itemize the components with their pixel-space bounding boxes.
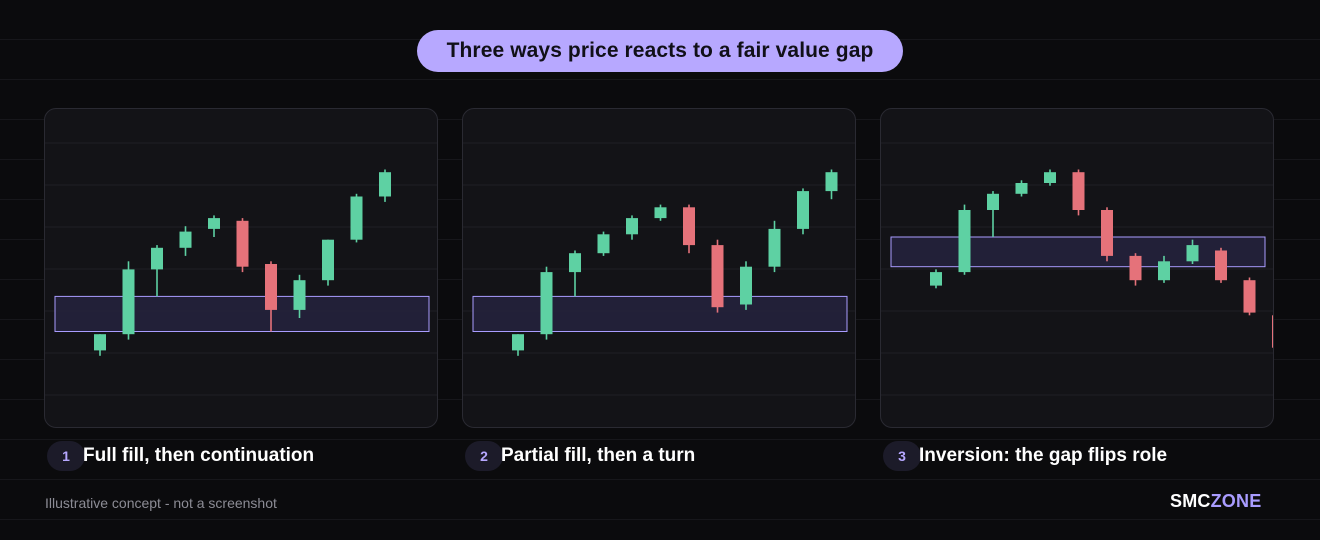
bullish-candle [654, 204, 667, 221]
bearish-candle [1101, 207, 1113, 262]
bullish-candle [540, 266, 553, 340]
candle-body [1044, 172, 1056, 183]
bullish-candle [94, 334, 106, 356]
bullish-candle [350, 193, 363, 243]
fair-value-gap-zone [472, 295, 848, 332]
bullish-candle [987, 191, 999, 237]
footer-disclaimer: Illustrative concept - not a screenshot [45, 495, 277, 511]
bearish-candle [683, 204, 695, 254]
candle-body [1158, 261, 1170, 281]
candle-body [1072, 172, 1085, 210]
candle-body [151, 247, 163, 270]
bearish-candle [236, 218, 249, 273]
fair-value-gap-zone [890, 236, 1266, 268]
caption-partial-fill: 2 Partial fill, then a turn [465, 440, 695, 472]
bullish-candle [825, 169, 838, 200]
bullish-candle [958, 204, 971, 275]
candle-body [1101, 210, 1113, 256]
bullish-candle [1186, 239, 1199, 264]
candlestick-chart [881, 142, 1273, 396]
step-badge-2: 2 [465, 441, 503, 471]
bearish-candle [265, 261, 277, 332]
bullish-candle [1158, 255, 1170, 283]
bullish-candle [208, 215, 220, 237]
bullish-candle [122, 261, 135, 340]
bearish-candle [1072, 169, 1085, 216]
candlestick-chart [463, 142, 855, 396]
caption-text-3: Inversion: the gap flips role [919, 445, 1168, 466]
candle-body [293, 280, 306, 310]
bullish-candle [569, 250, 581, 297]
candle-body [768, 228, 781, 267]
panel-partial-fill [462, 108, 856, 428]
candle-body [683, 207, 695, 246]
candle-body [208, 218, 220, 229]
candle-body [236, 220, 249, 267]
bearish-candle [1129, 253, 1142, 286]
candle-body [179, 231, 192, 248]
bullish-candle [1044, 169, 1056, 186]
caption-inversion: 3 Inversion: the gap flips role [883, 440, 1167, 472]
candle-body [654, 207, 667, 219]
brand-logo: SMCZONE [1170, 491, 1261, 512]
bullish-candle [930, 269, 942, 289]
candle-body [1215, 250, 1227, 281]
step-badge-1: 1 [47, 441, 85, 471]
candlestick-chart [45, 142, 437, 396]
bearish-candle [1243, 277, 1256, 316]
candle-body [512, 334, 524, 351]
caption-full-fill: 1 Full fill, then continuation [47, 440, 314, 472]
candle-body [94, 334, 106, 351]
brand-logo-part1: SMC [1170, 491, 1211, 511]
panel-full-fill [44, 108, 438, 428]
candle-body [825, 172, 838, 192]
bearish-candle [1272, 315, 1273, 348]
candle-body [1129, 255, 1142, 281]
bullish-candle [322, 239, 334, 286]
bullish-candle [293, 274, 306, 318]
chart-title: Three ways price reacts to a fair value … [417, 30, 903, 72]
bearish-candle [711, 239, 724, 313]
candle-body [797, 191, 809, 229]
candle-body [1272, 315, 1273, 348]
candle-body [1243, 280, 1256, 313]
candle-body [711, 245, 724, 308]
caption-text-2: Partial fill, then a turn [501, 445, 696, 466]
candle-body [930, 272, 942, 286]
bullish-candle [740, 261, 752, 310]
candle-body [740, 266, 752, 305]
panel-inversion [880, 108, 1274, 428]
bearish-candle [1215, 247, 1227, 283]
brand-logo-part2: ZONE [1210, 491, 1262, 511]
bullish-candle [768, 220, 781, 273]
candle-body [626, 218, 638, 235]
bullish-candle [1015, 180, 1028, 197]
caption-text-1: Full fill, then continuation [83, 445, 315, 466]
bullish-candle [626, 215, 638, 240]
bullish-candle [179, 226, 192, 256]
candle-body [987, 193, 999, 210]
bullish-candle [797, 188, 809, 235]
step-badge-3: 3 [883, 441, 921, 471]
bullish-candle [379, 169, 391, 202]
candle-body [597, 234, 610, 254]
candle-body [540, 272, 553, 335]
candle-body [1015, 183, 1028, 194]
bullish-candle [512, 334, 524, 356]
candle-body [350, 196, 363, 240]
candle-body [322, 239, 334, 281]
bullish-candle [597, 231, 610, 256]
candle-body [265, 264, 277, 310]
candle-body [379, 172, 391, 197]
candle-body [958, 210, 971, 273]
fair-value-gap-zone [54, 295, 430, 332]
bullish-candle [151, 245, 163, 297]
candle-body [569, 253, 581, 273]
candle-body [1186, 245, 1199, 262]
candle-body [122, 269, 135, 335]
